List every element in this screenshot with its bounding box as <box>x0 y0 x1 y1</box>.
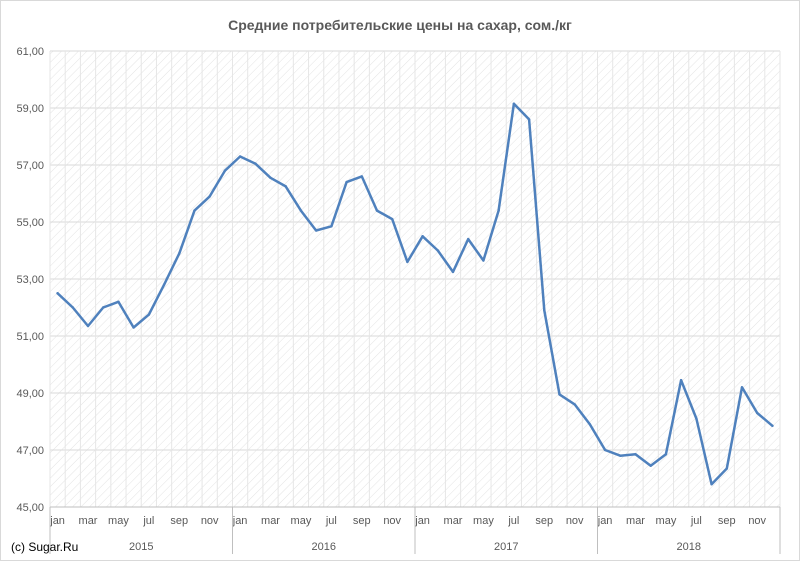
data-point <box>421 235 424 238</box>
price-series-line <box>56 102 774 486</box>
x-tick-label: mar <box>444 515 463 527</box>
x-tick-label: may <box>108 515 129 527</box>
data-point <box>695 417 698 420</box>
y-tick-label: 51,00 <box>16 331 44 343</box>
data-point <box>254 162 257 165</box>
x-tick-label: sep <box>170 515 188 527</box>
data-point <box>664 453 668 456</box>
data-point <box>162 283 166 286</box>
y-tick-label: 45,00 <box>16 502 44 514</box>
y-tick-label: 55,00 <box>16 217 44 229</box>
data-point <box>740 386 744 389</box>
chart-title: Средние потребительские цены на сахар, с… <box>228 17 572 33</box>
x-tick-label: may <box>473 515 494 527</box>
data-point <box>467 237 470 241</box>
data-point <box>771 424 774 427</box>
data-point <box>679 378 683 382</box>
data-point <box>603 448 607 452</box>
data-point <box>375 209 379 212</box>
x-tick-label: nov <box>383 515 401 527</box>
y-tick-label: 57,00 <box>16 160 44 172</box>
year-label: 2015 <box>129 541 153 553</box>
data-point <box>284 185 287 188</box>
data-point <box>314 229 318 232</box>
data-point <box>223 169 227 172</box>
data-point <box>619 454 622 457</box>
data-point <box>178 252 181 255</box>
data-point <box>543 309 546 312</box>
x-tick-label: may <box>656 515 677 527</box>
data-point <box>193 209 196 212</box>
data-point <box>345 180 348 184</box>
data-point <box>710 483 713 486</box>
data-point <box>147 313 151 316</box>
data-point <box>755 411 759 415</box>
year-label: 2016 <box>312 541 336 553</box>
x-tick-label: jul <box>507 515 519 527</box>
data-point <box>406 260 409 264</box>
x-tick-label: sep <box>718 515 736 527</box>
x-tick-label: mar <box>626 515 645 527</box>
x-tick-label: nov <box>201 515 219 527</box>
data-point <box>436 249 440 252</box>
x-tick-label: jan <box>414 515 430 527</box>
data-point <box>482 259 485 262</box>
data-point <box>132 326 135 329</box>
data-point <box>497 209 500 212</box>
x-tick-label: jul <box>690 515 702 527</box>
data-point <box>102 306 105 309</box>
x-tick-label: nov <box>566 515 584 527</box>
data-point <box>71 306 75 309</box>
x-tick-label: mar <box>79 515 98 527</box>
data-point <box>725 467 728 470</box>
data-point <box>208 195 211 198</box>
data-point <box>360 175 363 178</box>
data-point <box>573 403 576 406</box>
y-tick-label: 47,00 <box>16 445 44 457</box>
year-label: 2018 <box>677 541 701 553</box>
x-tick-label: jul <box>142 515 154 527</box>
x-tick-label: sep <box>353 515 371 527</box>
data-point <box>299 209 303 212</box>
year-label: 2017 <box>494 541 518 553</box>
y-tick-label: 49,00 <box>16 388 44 400</box>
source-credit: (c) Sugar.Ru <box>11 540 79 554</box>
x-tick-label: jan <box>49 515 65 527</box>
data-point <box>238 155 242 158</box>
x-tick-label: jan <box>597 515 613 527</box>
data-point <box>56 292 59 295</box>
data-point <box>634 453 637 456</box>
x-tick-label: mar <box>261 515 280 527</box>
y-tick-label: 59,00 <box>16 103 44 115</box>
data-point <box>330 225 333 228</box>
data-point <box>86 324 90 328</box>
x-tick-label: nov <box>748 515 766 527</box>
data-point <box>649 464 652 467</box>
data-point <box>269 176 272 180</box>
data-point <box>390 217 394 221</box>
x-tick-label: jul <box>325 515 337 527</box>
y-tick-label: 53,00 <box>16 274 44 286</box>
x-tick-label: sep <box>535 515 553 527</box>
x-tick-label: may <box>291 515 312 527</box>
y-tick-label: 61,00 <box>16 46 44 58</box>
data-point <box>588 423 592 426</box>
x-tick-label: jan <box>232 515 248 527</box>
data-point <box>527 118 531 121</box>
data-point <box>512 102 516 105</box>
data-point <box>451 270 455 274</box>
data-point <box>558 393 561 396</box>
data-point <box>117 300 120 303</box>
